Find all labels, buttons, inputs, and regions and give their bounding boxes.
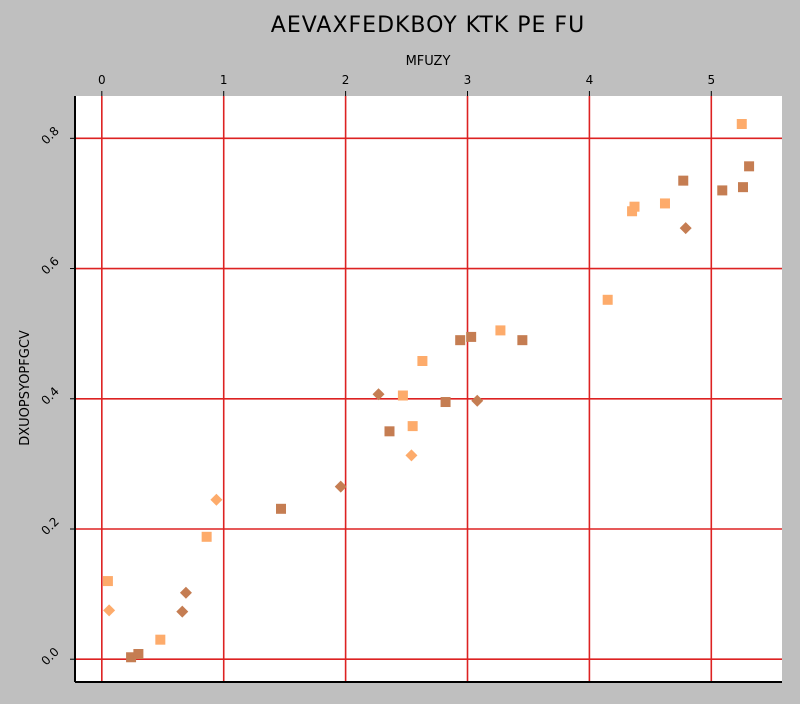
data-point-square xyxy=(133,649,144,660)
data-point-square xyxy=(455,335,466,346)
data-point-diamond xyxy=(179,586,192,599)
data-point-square xyxy=(155,634,166,645)
x-tick-label: 1 xyxy=(220,73,228,87)
data-point-diamond xyxy=(210,493,223,506)
y-tick-label: 0.0 xyxy=(38,645,61,668)
data-point-square xyxy=(517,335,528,346)
x-tick-label: 3 xyxy=(464,73,472,87)
data-point-square xyxy=(417,356,428,367)
data-point-diamond xyxy=(334,480,347,493)
data-point-square xyxy=(602,294,613,305)
data-point-diamond xyxy=(176,605,189,618)
data-point-square xyxy=(407,421,418,432)
x-tick-label: 2 xyxy=(342,73,350,87)
data-point-square xyxy=(276,503,287,514)
data-point-diamond xyxy=(372,388,385,401)
data-point-square xyxy=(201,531,212,542)
data-point-square xyxy=(102,576,113,587)
data-point-square xyxy=(126,652,137,663)
data-point-diamond xyxy=(471,394,484,407)
data-point-square xyxy=(495,325,506,336)
data-point-square xyxy=(440,397,451,408)
x-tick-label: 0 xyxy=(98,73,106,87)
data-point-square xyxy=(744,161,755,172)
grid-lines xyxy=(75,96,782,682)
x-axis-label: MFUZY xyxy=(406,54,451,69)
y-tick-label: 0.8 xyxy=(38,124,61,147)
data-point-square xyxy=(736,118,747,129)
data-point-square xyxy=(384,426,395,437)
data-point-square xyxy=(397,390,408,401)
data-point-diamond xyxy=(405,449,418,462)
x-tick-label: 5 xyxy=(707,73,715,87)
data-point-diamond xyxy=(679,222,692,235)
x-tick-label: 4 xyxy=(586,73,594,87)
data-points xyxy=(102,118,755,663)
y-axis-label: DXUOPSYOPFGCV xyxy=(18,330,33,446)
data-point-square xyxy=(717,185,728,196)
chart-title: AEVAXFEDKBOY KTK PE FU xyxy=(271,13,585,38)
data-point-diamond xyxy=(103,604,116,617)
axis-lines xyxy=(70,91,782,683)
data-point-square xyxy=(659,198,670,209)
plot-area xyxy=(75,96,782,682)
y-tick-label: 0.6 xyxy=(38,254,61,277)
data-point-square xyxy=(737,182,748,193)
data-point-square xyxy=(629,201,640,212)
data-point-square xyxy=(678,175,689,186)
y-tick-label: 0.4 xyxy=(38,384,61,407)
data-point-square xyxy=(466,331,477,342)
y-tick-label: 0.2 xyxy=(38,514,61,537)
